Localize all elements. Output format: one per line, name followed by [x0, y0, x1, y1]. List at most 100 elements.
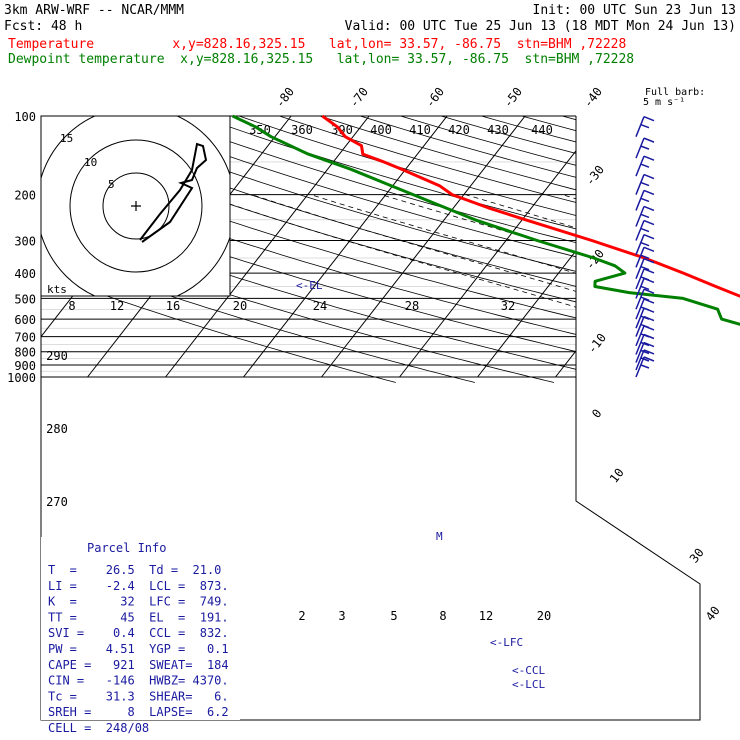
dry-adiabat — [198, 116, 700, 383]
temperature-legend: Temperature x,y=828.16,325.15 lat,lon= 3… — [8, 37, 626, 52]
theta-ticks-3: 400 — [370, 123, 392, 137]
pressure-tick-1000: 1000 — [7, 371, 36, 385]
theta-ticks-7: 440 — [531, 123, 553, 137]
dry-adiabat — [117, 116, 700, 383]
theta-ticks-5: 420 — [448, 123, 470, 137]
dry-adiabat — [158, 116, 700, 383]
mixing-ratio-ticks-4: 12 — [479, 609, 493, 623]
dewpoint-legend: Dewpoint temperature x,y=828.16,325.15 l… — [8, 52, 634, 67]
pressure-tick-100: 100 — [14, 110, 36, 124]
isotherm — [633, 116, 700, 378]
init-time: Init: 00 UTC Sun 23 Jun 13 — [533, 3, 737, 18]
pressure-tick-700: 700 — [14, 331, 36, 345]
mixing-ratio-line — [731, 319, 740, 377]
sounding-profiles — [231, 114, 740, 326]
theta-ticks-left-1: 280 — [46, 422, 68, 436]
barb-note-title: Full barb: — [645, 87, 705, 98]
ccl-marker: <-CCL — [512, 664, 545, 677]
temp-ticks-right-6: 40 — [703, 604, 723, 624]
dry-adiabat — [77, 116, 700, 383]
hodo-speed-ticks-1: 12 — [110, 299, 124, 313]
parcel-info-row: K = 32 LFC = 749. — [48, 595, 229, 609]
temp-ticks-right-2: -10 — [585, 331, 609, 357]
wind-barb — [635, 189, 655, 211]
parcel-info-row: PW = 4.51 YGP = 0.1 — [48, 642, 229, 656]
wind-barb — [635, 173, 655, 195]
forecast-hour: Fcst: 48 h — [4, 19, 82, 34]
hodo-speed-ticks-3: 20 — [233, 299, 247, 313]
hodo-speed-ticks-4: 24 — [313, 299, 327, 313]
dry-adiabat — [360, 116, 700, 383]
m-marker: M — [436, 530, 443, 543]
wind-barb — [635, 234, 655, 255]
wind-barb — [635, 137, 655, 159]
isotherm — [165, 116, 370, 378]
dry-adiabat — [319, 116, 700, 383]
wind-barb — [635, 246, 655, 268]
dry-adiabat — [41, 116, 475, 383]
dry-adiabat — [41, 116, 396, 383]
temp-ticks-top-3: -50 — [501, 85, 525, 111]
model-title: 3km ARW-WRF -- NCAR/MMM — [4, 3, 184, 18]
theta-ticks-6: 430 — [487, 123, 509, 137]
temp-ticks-top-4: -40 — [581, 85, 605, 111]
moist-adiabat — [661, 194, 700, 378]
wind-barb — [635, 219, 655, 241]
hodo-speed-ticks-0: 8 — [68, 299, 75, 313]
wind-barb — [635, 341, 655, 363]
lcl-marker: <-LCL — [512, 678, 545, 691]
temperature-profile — [321, 114, 740, 298]
hodograph-ring-5 — [102, 172, 170, 240]
parcel-info-background — [41, 537, 240, 720]
pressure-tick-200: 200 — [14, 189, 36, 203]
wind-barb — [635, 115, 655, 137]
hodo-kts-label: kts — [47, 283, 67, 296]
dry-adiabat — [521, 116, 700, 383]
dry-adiabat — [642, 116, 700, 383]
barb-note-units: 5 m s⁻¹ — [643, 97, 685, 108]
wind-barb — [635, 257, 655, 279]
parcel-info-row: Tc = 31.3 SHEAR= 6. — [48, 689, 229, 703]
parcel-info-row: T = 26.5 Td = 21.0 — [48, 563, 221, 577]
wind-barb — [635, 205, 655, 227]
isotherm — [712, 116, 740, 377]
temp-ticks-top-0: -80 — [273, 85, 297, 111]
isotherm — [399, 116, 604, 378]
parcel-info-row: CAPE = 921 SWEAT= 184 — [48, 658, 229, 672]
parcel-info-row: SREH = 8 LAPSE= 6.2 — [48, 705, 229, 719]
wind-barbs — [635, 115, 655, 378]
wind-barb — [635, 277, 655, 299]
hodograph-inset: 5 10 15 kts — [40, 115, 231, 297]
dry-adiabat — [683, 116, 700, 383]
temp-ticks-right-5: 30 — [687, 546, 707, 566]
mixing-ratio-ticks-2: 5 — [390, 609, 397, 623]
temp-ticks-right-0: -30 — [583, 163, 607, 189]
hodo-ring-label-15: 15 — [60, 132, 73, 145]
pressure-tick-800: 800 — [14, 346, 36, 360]
theta-ticks-left-2: 270 — [46, 495, 68, 509]
hodo-ring-label-10: 10 — [84, 156, 97, 169]
valid-time: Valid: 00 UTC Tue 25 Jun 13 (18 MDT Mon … — [345, 19, 736, 34]
hodo-ring-label-5: 5 — [108, 178, 115, 191]
moist-adiabat — [465, 194, 700, 378]
isotherm — [555, 116, 700, 378]
parcel-info-box: Parcel Info T = 26.5 Td = 21.0 LI = -2.4 … — [41, 537, 240, 735]
mixing-ratio-ticks-5: 20 — [537, 609, 551, 623]
pressure-tick-900: 900 — [14, 359, 36, 373]
dry-adiabat — [41, 116, 555, 383]
dry-adiabat — [602, 116, 700, 383]
dry-adiabat — [481, 116, 700, 383]
el-marker: <-EL — [296, 279, 323, 292]
wind-barb — [635, 155, 655, 177]
moist-adiabat — [310, 194, 700, 378]
parcel-info-row: CIN = -146 HWBZ= 4370. — [48, 674, 229, 688]
hodo-speed-ticks-2: 16 — [166, 299, 180, 313]
mixing-ratio-ticks-0: 2 — [298, 609, 305, 623]
theta-ticks-left-0: 290 — [46, 349, 68, 363]
hodo-speed-ticks-5: 28 — [405, 299, 419, 313]
moist-adiabat — [380, 194, 700, 378]
temp-ticks-right-3: 0 — [589, 406, 604, 420]
pressure-tick-400: 400 — [14, 267, 36, 281]
hodograph-trace — [139, 142, 208, 243]
